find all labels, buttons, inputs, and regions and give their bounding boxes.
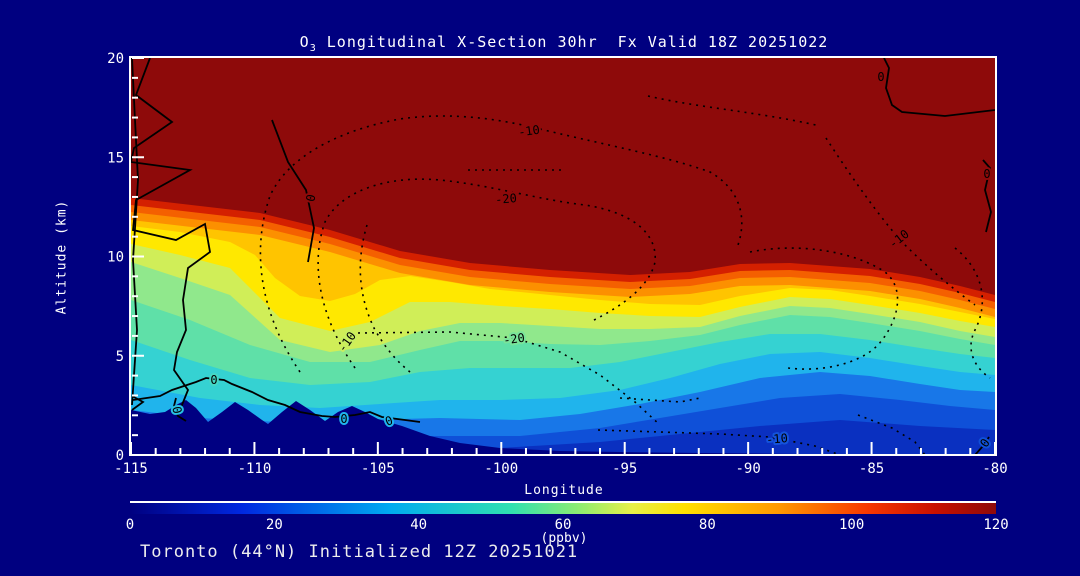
contour-zero-right-edge [982, 159, 992, 233]
y-axis-ticks: 0 5 10 15 20 [107, 51, 144, 464]
initialization-caption: Toronto (44°N) Initialized 12Z 20251021 [140, 542, 579, 562]
x-tick-label: -105 [361, 461, 395, 477]
colorbar-gradient [130, 501, 996, 514]
fill-band-deepblue [131, 420, 995, 455]
colorbar-tick-label: 0 [125, 517, 135, 533]
x-tick-label: -115 [114, 461, 148, 477]
colorbar-tick-label: 100 [839, 517, 865, 533]
terrain-silhouette [131, 400, 995, 455]
contour-zero-left-zigzag [131, 58, 211, 411]
contour-label: -10 [517, 123, 540, 140]
contour-label: 0 [340, 412, 347, 426]
x-tick-label: -95 [612, 461, 637, 477]
contour-dotted-minus20-upper [317, 178, 656, 369]
dotted-contour-lines [259, 95, 991, 455]
contour-dotted-right-edge [954, 247, 991, 379]
colorbar-ticks: 0 20 40 60 80 100 120 [126, 517, 1009, 533]
contour-label: -20 [495, 191, 518, 207]
plot-frame [129, 56, 997, 456]
y-tick-label: 15 [107, 150, 124, 166]
contour-zero-bottom-right [974, 436, 990, 455]
contour-dotted-minus20-mid [357, 331, 661, 426]
colorbar-tick-label: 120 [983, 517, 1009, 533]
contour-zero-bottom-left [132, 377, 421, 423]
solid-zero-contour-lines [131, 58, 995, 455]
plot-title: O3 Longitudinal X-Section 30hr Fx Valid … [131, 33, 997, 54]
x-tick-label: -90 [735, 461, 760, 477]
x-axis-ticks: -115 -110 -105 -100 -95 -90 -85 -80 [114, 442, 1008, 477]
title-text: Longitudinal X-Section 30hr Fx Valid 18Z… [316, 33, 829, 51]
x-tick-label: -110 [238, 461, 272, 477]
colorbar-tick-label: 80 [698, 517, 716, 533]
contour-zero-left-edge [131, 58, 145, 411]
contour-dotted-minus10-upper [259, 115, 743, 373]
x-axis-label: Longitude [524, 483, 604, 498]
contour-dotted-top-fragment [647, 95, 821, 127]
contour-label: -10 [766, 431, 789, 447]
x-tick-label: -80 [982, 461, 1007, 477]
contour-label: 0 [210, 373, 217, 387]
colorbar-tick-label: 40 [410, 517, 428, 533]
title-subscript: 3 [309, 43, 317, 54]
contour-label: -20 [502, 331, 525, 348]
x-tick-label: -100 [484, 461, 518, 477]
contour-label: 0 [983, 167, 990, 181]
contour-label: 0 [877, 70, 884, 84]
y-tick-label: 20 [107, 51, 124, 67]
contour-zero-left-branch [271, 119, 315, 263]
colorbar-tick-label: 20 [265, 517, 283, 533]
colorbar-tick-label: 60 [554, 517, 572, 533]
y-tick-label: 5 [116, 349, 124, 365]
contour-dotted-right-loop [749, 247, 899, 370]
title-element: O [299, 33, 310, 51]
contour-zero-top-right [883, 58, 995, 117]
y-tick-label: 0 [116, 448, 124, 464]
colorbar-units-label: (ppbv) [540, 531, 588, 546]
contour-dotted-minus10-bottom [597, 429, 841, 455]
y-tick-label: 10 [107, 250, 124, 266]
x-tick-label: -85 [859, 461, 884, 477]
